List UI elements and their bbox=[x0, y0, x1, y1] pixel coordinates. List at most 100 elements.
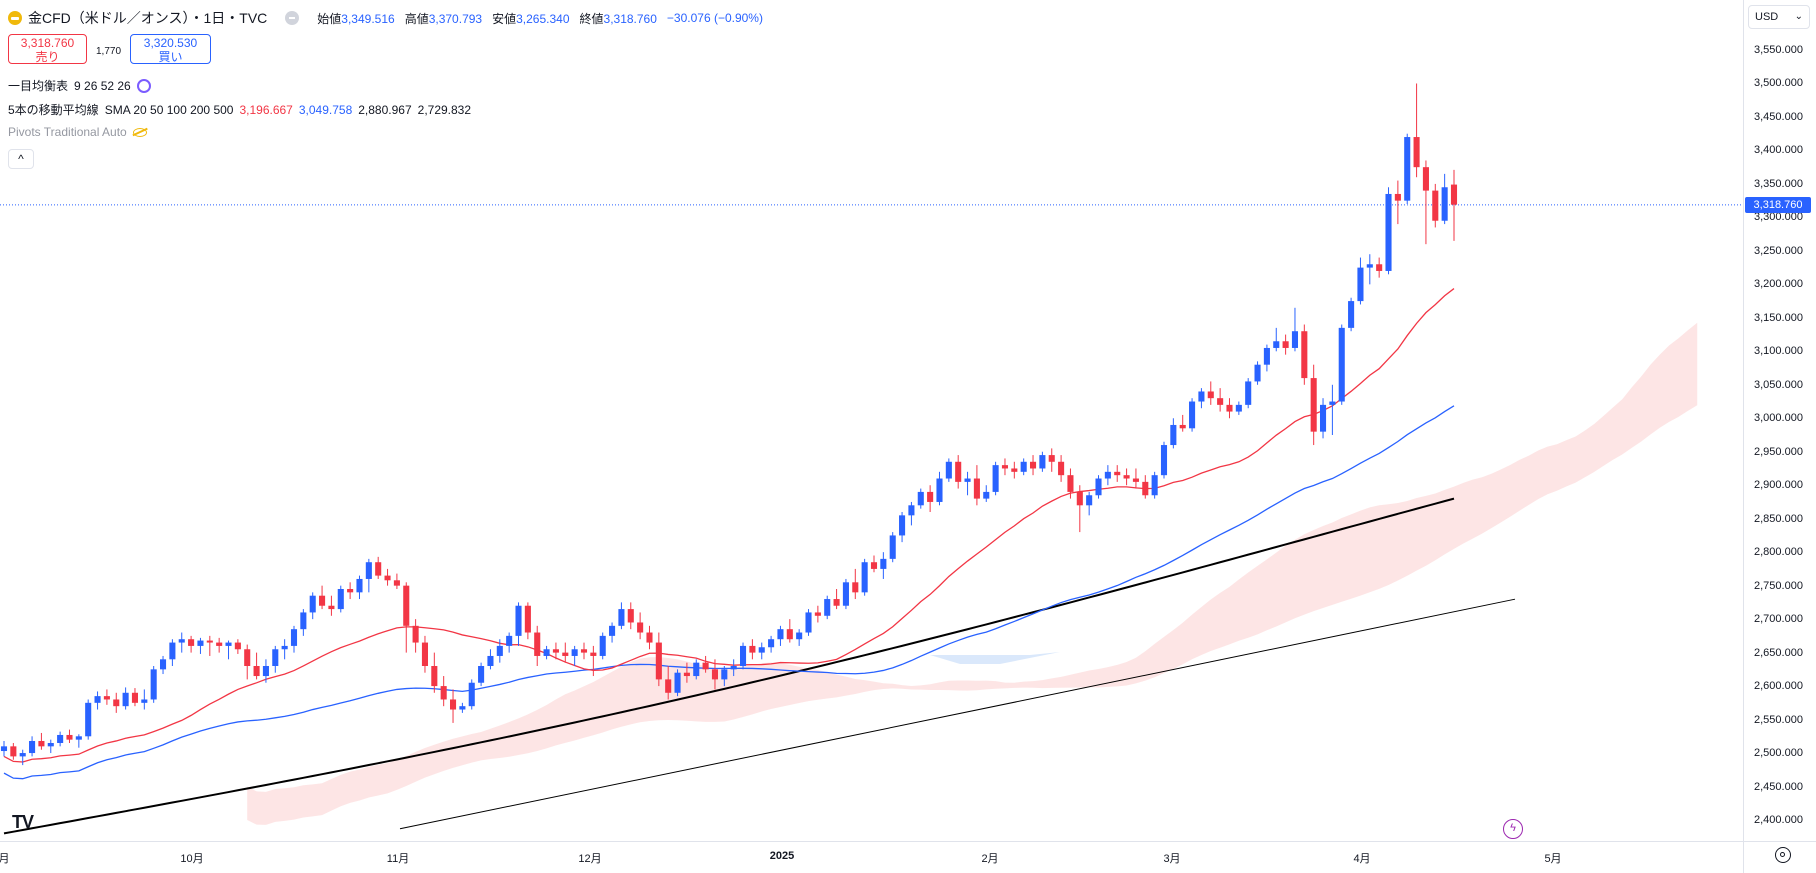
ma-legend[interactable]: 5本の移動平均線 SMA 20 50 100 200 500 3,196.667… bbox=[8, 101, 471, 118]
price-change: −30.076 (−0.90%) bbox=[666, 11, 763, 25]
hidden-eye-icon[interactable] bbox=[132, 127, 147, 137]
y-tick-label: 3,350.000 bbox=[1754, 177, 1803, 190]
sma-200-line bbox=[399, 598, 1516, 830]
candle-body bbox=[10, 746, 17, 757]
candle-body bbox=[515, 605, 522, 636]
candle-body bbox=[973, 478, 980, 499]
candle-body bbox=[216, 642, 223, 646]
price-chart[interactable] bbox=[0, 0, 1743, 841]
y-tick-label: 2,550.000 bbox=[1754, 713, 1803, 726]
candle-body bbox=[842, 582, 849, 606]
candle-body bbox=[1020, 461, 1027, 472]
x-tick-label: 11月 bbox=[386, 853, 410, 865]
candle-body bbox=[309, 595, 316, 613]
candle-body bbox=[57, 734, 64, 743]
collapse-legend-button[interactable]: ^ bbox=[8, 149, 34, 169]
ma-value-200: 2,729.832 bbox=[417, 102, 472, 117]
candle-body bbox=[113, 699, 120, 707]
y-tick-label: 3,050.000 bbox=[1754, 378, 1803, 391]
refresh-icon[interactable] bbox=[136, 78, 151, 93]
buy-label: 買い bbox=[158, 50, 183, 64]
candle-body bbox=[1160, 445, 1168, 476]
candle-body bbox=[1189, 401, 1196, 429]
candle-body bbox=[178, 639, 185, 643]
ohlc-high: 高値3,370.793 bbox=[404, 11, 483, 26]
candle-body bbox=[496, 645, 503, 656]
candle-body bbox=[1086, 495, 1093, 506]
candle-body bbox=[721, 669, 728, 680]
ma-value-100: 2,880.967 bbox=[358, 102, 412, 117]
currency-select[interactable]: USD ⌄ bbox=[1748, 5, 1810, 29]
candle-body bbox=[571, 649, 578, 656]
candle-body bbox=[552, 649, 559, 653]
candle-body bbox=[1011, 468, 1018, 472]
candle-body bbox=[945, 461, 952, 479]
candle-body bbox=[328, 605, 335, 610]
candle-body bbox=[814, 612, 821, 616]
candle-body bbox=[702, 662, 709, 670]
bolt-icon[interactable]: ϟ bbox=[1503, 819, 1523, 839]
price-axis[interactable]: 3,550.000 3,500.000 3,450.000 3,400.000 3,35… bbox=[1743, 0, 1816, 873]
y-tick-label: 3,500.000 bbox=[1754, 77, 1803, 90]
candle-body bbox=[580, 649, 588, 653]
symbol-title[interactable]: 金CFD（米ドル／オンス）・1日・TVC bbox=[28, 10, 268, 26]
candle-body bbox=[478, 666, 485, 683]
time-axis-divider bbox=[0, 841, 1816, 842]
candle-body bbox=[1029, 461, 1037, 469]
candle-body bbox=[85, 702, 92, 737]
sma-100-line bbox=[3, 497, 1455, 835]
ichimoku-cloud bbox=[247, 322, 1698, 825]
candle-body bbox=[992, 465, 999, 492]
candle-body bbox=[141, 699, 148, 703]
candle-body bbox=[739, 645, 747, 666]
y-tick-label: 2,950.000 bbox=[1754, 445, 1803, 458]
candle-body bbox=[1151, 475, 1158, 496]
candle-body bbox=[1263, 347, 1270, 365]
y-tick-label: 2,450.000 bbox=[1754, 780, 1803, 793]
sell-button[interactable]: 3,318.760 売り bbox=[8, 34, 87, 64]
candle-body bbox=[253, 666, 260, 677]
candle-body bbox=[1310, 378, 1317, 432]
gold-symbol-icon bbox=[8, 11, 22, 25]
candle-body bbox=[1170, 424, 1177, 446]
candle-body bbox=[927, 491, 934, 502]
tradingview-logo[interactable]: TV bbox=[12, 812, 34, 832]
buy-button[interactable]: 3,320.530 買い bbox=[130, 34, 211, 64]
candle-body bbox=[1179, 424, 1186, 429]
candle-body bbox=[1095, 478, 1102, 496]
candle-body bbox=[1001, 465, 1009, 469]
candle-body bbox=[1385, 193, 1392, 271]
candle-body bbox=[449, 699, 457, 710]
candle-body bbox=[1404, 137, 1411, 201]
candle-body bbox=[1198, 391, 1205, 402]
candle-body bbox=[188, 639, 195, 646]
candle-body bbox=[917, 491, 924, 506]
candle-body bbox=[768, 639, 775, 648]
ma-params: SMA 20 50 100 200 500 bbox=[104, 102, 234, 117]
candle-body bbox=[833, 599, 840, 606]
sma-20-line bbox=[3, 288, 1455, 763]
hide-series-icon[interactable] bbox=[285, 11, 300, 25]
y-tick-label: 3,100.000 bbox=[1754, 345, 1803, 358]
candle-body bbox=[440, 686, 447, 700]
buy-price: 3,320.530 bbox=[143, 36, 198, 50]
candle-body bbox=[1441, 187, 1448, 221]
candle-body bbox=[131, 692, 139, 703]
candle-body bbox=[122, 692, 129, 707]
candle-body bbox=[150, 669, 157, 700]
candle-body bbox=[777, 629, 784, 640]
x-tick-label: 12月 bbox=[578, 853, 602, 865]
current-price-tag: 3,318.760 bbox=[1745, 196, 1811, 213]
candle-body bbox=[1432, 190, 1439, 221]
candle-body bbox=[646, 632, 653, 643]
candle-body bbox=[1329, 401, 1336, 405]
ma-value-50: 3,049.758 bbox=[298, 102, 353, 117]
candle-body bbox=[1282, 341, 1289, 348]
candle-body bbox=[1348, 301, 1355, 328]
ichimoku-legend[interactable]: 一目均衡表 9 26 52 26 bbox=[8, 77, 151, 94]
pivots-legend[interactable]: Pivots Traditional Auto bbox=[8, 125, 147, 139]
candle-body bbox=[824, 599, 831, 616]
candle-body bbox=[290, 629, 298, 646]
gear-icon[interactable] bbox=[1775, 847, 1791, 863]
